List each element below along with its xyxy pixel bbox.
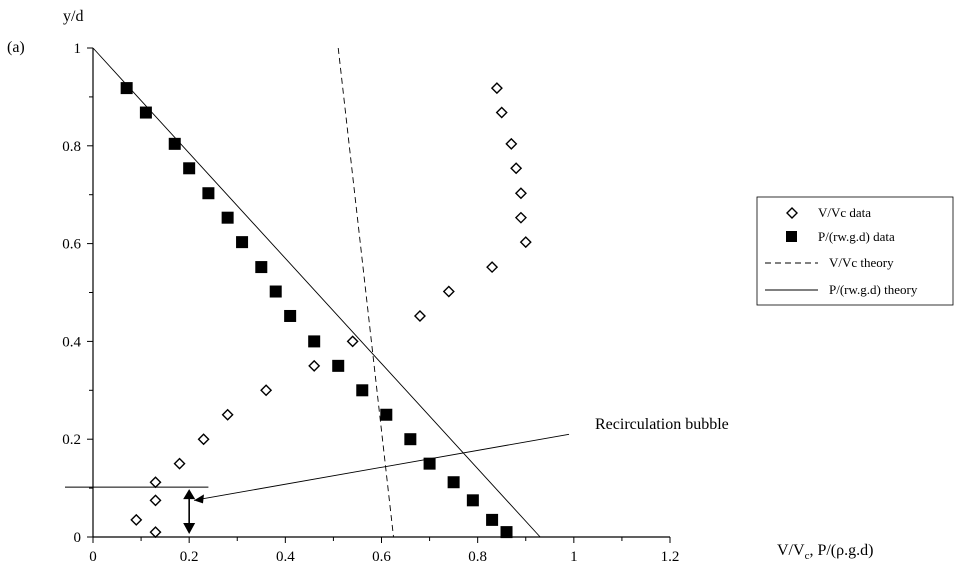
annotation-leader-line xyxy=(193,433,570,501)
p-data-point xyxy=(120,82,133,95)
recirculation-bubble-marker xyxy=(65,486,209,534)
vvc-data-point xyxy=(149,494,162,507)
p-data-point xyxy=(168,137,181,150)
vvc-data-point xyxy=(221,408,234,421)
legend: V/Vc data P/(rw.g.d) data V/Vc theory P/… xyxy=(756,196,954,306)
p-data-point xyxy=(423,457,436,470)
x-tick-label: 0.6 xyxy=(372,549,391,565)
vvc-data-point xyxy=(173,457,186,470)
y-tick-label: 0.6 xyxy=(62,237,81,253)
y-tick-label: 0.4 xyxy=(62,334,81,350)
p-data-point xyxy=(308,335,321,348)
p-data-point xyxy=(500,526,513,539)
p-theory-line xyxy=(92,47,541,538)
vvc-data-point xyxy=(495,106,508,119)
p-data-point xyxy=(332,359,345,372)
y-tick-label: 0 xyxy=(74,530,82,546)
legend-label-p-data: P/(rw.g.d) data xyxy=(818,229,895,244)
bubble-arrow-down-icon xyxy=(183,523,196,534)
vvc-data-point xyxy=(510,162,523,175)
vvc-theory-line xyxy=(337,47,394,538)
vvc-data-point xyxy=(149,526,162,539)
theory-lines xyxy=(92,47,570,538)
panel-label: (a) xyxy=(7,39,25,56)
p-data-point xyxy=(255,261,268,274)
legend-label-vvc-theory: V/Vc theory xyxy=(829,255,894,270)
vvc-data-point xyxy=(490,82,503,95)
p-data-point xyxy=(269,285,282,298)
x-tick-label: 0.4 xyxy=(276,549,295,565)
x-axis-title-main: V/V xyxy=(777,542,805,559)
x-tick-label: 0.2 xyxy=(180,549,199,565)
p-data-point xyxy=(183,162,196,175)
y-tick-label: 1 xyxy=(74,41,82,57)
annotation-arrowhead xyxy=(193,494,204,504)
vvc-data-point xyxy=(197,433,210,446)
p-data-point xyxy=(380,408,393,421)
y-ticks: 0 0.2 0.4 0.6 0.8 1 xyxy=(62,41,93,546)
vvc-data-point xyxy=(505,137,518,150)
y-tick-label: 0.8 xyxy=(62,139,81,155)
y-tick-label: 0.2 xyxy=(62,432,81,448)
p-data-point xyxy=(139,106,152,119)
vvc-data-point xyxy=(514,211,527,224)
legend-label-p-theory: P/(rw.g.d) theory xyxy=(829,282,918,297)
x-tick-label: 0 xyxy=(89,549,97,565)
x-tick-label: 1.2 xyxy=(661,549,680,565)
data-points xyxy=(120,82,532,539)
vvc-data-point xyxy=(442,285,455,298)
p-data-point xyxy=(447,476,460,489)
y-axis-title: y/d xyxy=(63,8,83,25)
p-data-point xyxy=(486,513,499,526)
annotation-recirculation-bubble: Recirculation bubble xyxy=(595,416,729,433)
legend-label-vvc-data: V/Vc data xyxy=(818,205,871,220)
legend-square-icon xyxy=(786,231,797,242)
x-tick-label: 1 xyxy=(570,549,578,565)
vvc-data-point xyxy=(149,476,162,489)
p-data-point xyxy=(221,211,234,224)
x-tick-label: 0.8 xyxy=(468,549,487,565)
p-data-point xyxy=(404,433,417,446)
x-axis-title: V/Vc, P/(ρ.g.d) xyxy=(777,542,873,562)
vvc-data-point xyxy=(413,309,426,322)
p-data-point xyxy=(236,236,249,249)
vvc-data-point xyxy=(486,261,499,274)
vvc-data-point xyxy=(130,513,143,526)
vvc-data-point xyxy=(308,359,321,372)
vvc-data-point xyxy=(519,236,532,249)
p-data-point xyxy=(466,494,479,507)
x-axis-title-sub: c xyxy=(805,550,810,562)
vvc-data-point xyxy=(260,384,273,397)
p-data-point xyxy=(284,309,297,322)
p-data-point xyxy=(202,187,215,200)
legend-diamond-icon xyxy=(786,207,798,219)
p-data-point xyxy=(356,384,369,397)
bubble-arrow-up-icon xyxy=(183,489,196,500)
x-axis-title-rest: , P/(ρ.g.d) xyxy=(809,542,873,559)
vvc-data-point xyxy=(346,335,359,348)
vvc-data-point xyxy=(514,187,527,200)
x-ticks: 0 0.2 0.4 0.6 0.8 1 1.2 xyxy=(89,537,679,565)
